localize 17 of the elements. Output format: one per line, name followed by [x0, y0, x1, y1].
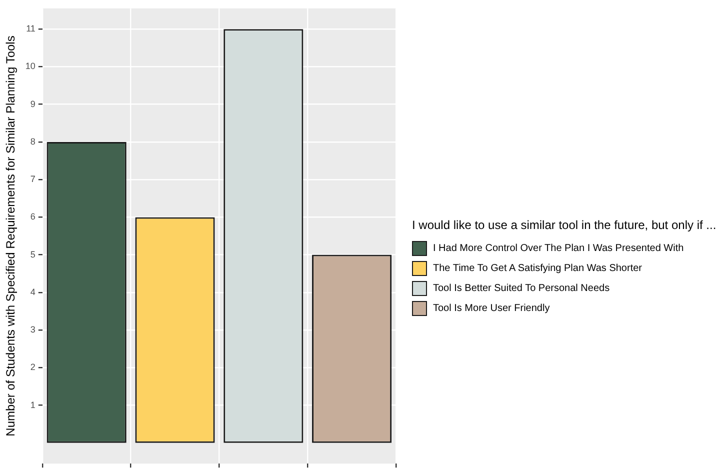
- legend-label: Tool Is Better Suited To Personal Needs: [433, 282, 610, 294]
- y-tick-label: 4: [30, 286, 36, 297]
- legend-label: Tool Is More User Friendly: [433, 302, 550, 314]
- y-tick-label: 5: [30, 249, 36, 260]
- y-tick-label: 9: [30, 98, 36, 109]
- y-tick-label: 6: [30, 212, 36, 222]
- y-tick-label: 3: [30, 324, 36, 335]
- y-axis-title: Number of Students with Specified Requirements for Similar Planning Tools: [4, 36, 18, 436]
- y-tick-label: 8: [30, 136, 36, 146]
- legend-label: I Had More Control Over The Plan I Was Presented With: [433, 242, 684, 254]
- y-tick-label: 1: [30, 400, 36, 410]
- legend-label: The Time To Get A Satisfying Plan Was Shorter: [433, 262, 642, 274]
- legend-title: I would like to use a similar tool in the future, but only if ...: [412, 218, 718, 232]
- y-tick-label: 2: [30, 362, 36, 372]
- y-tick-label: 10: [25, 61, 36, 72]
- y-tick-label: 7: [30, 174, 36, 184]
- y-tick-label: 11: [26, 24, 36, 34]
